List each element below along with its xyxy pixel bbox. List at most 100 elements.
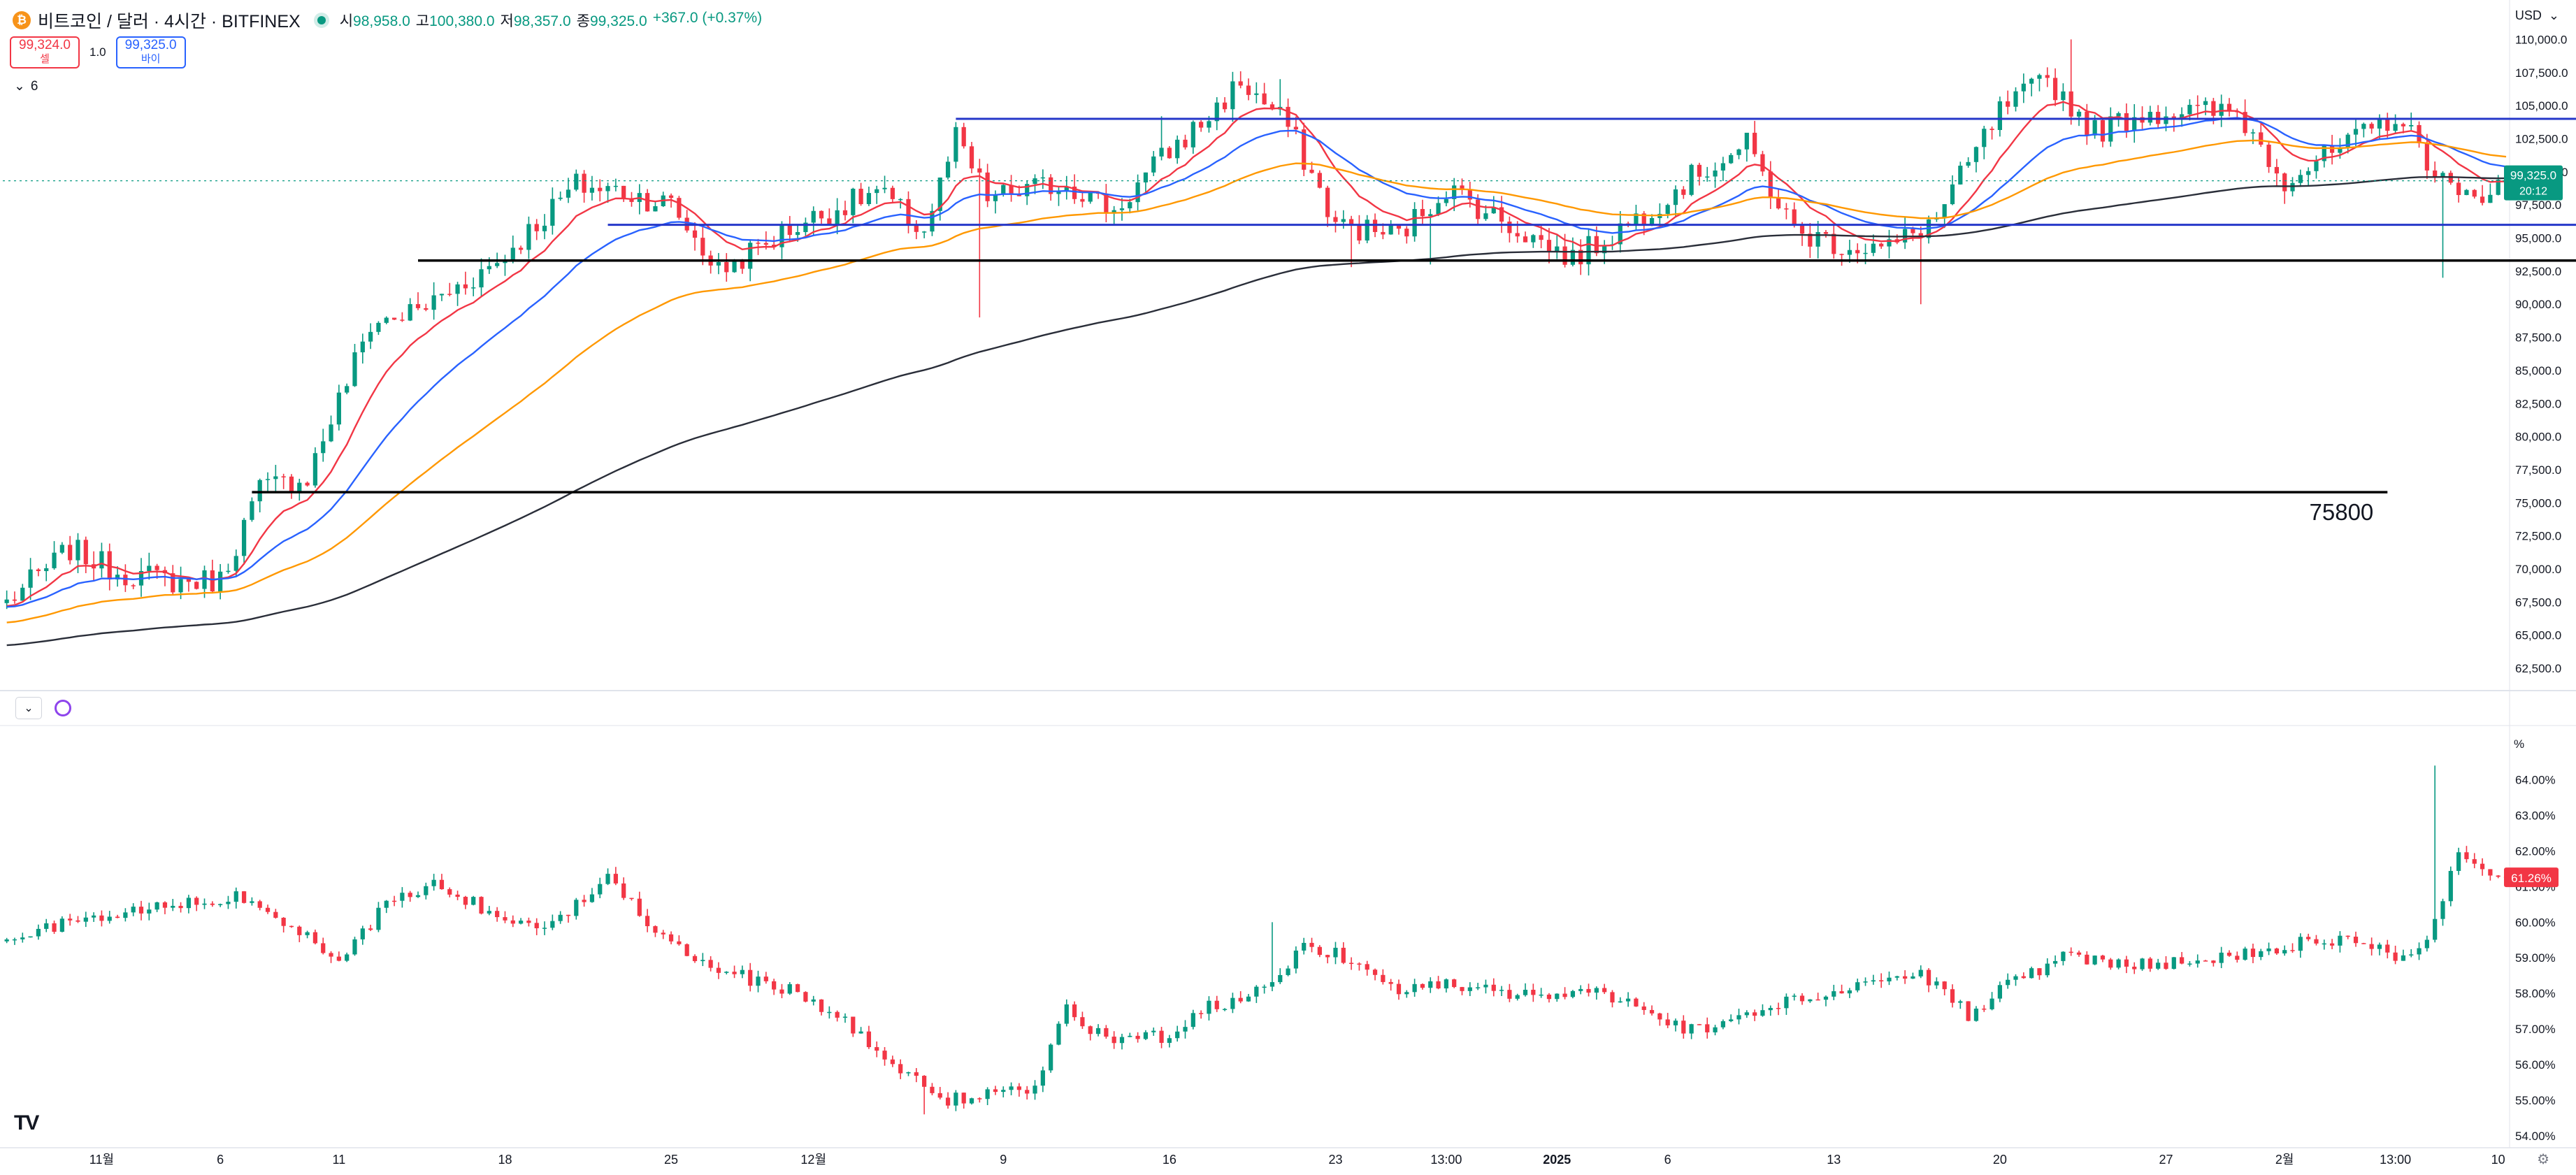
candle-body: [1799, 224, 1805, 234]
candle-body: [1460, 185, 1465, 190]
candle-body: [2045, 75, 2050, 78]
candle-body: [1128, 202, 1132, 209]
candle-body: [2274, 166, 2279, 174]
currency-label: USD: [2514, 8, 2542, 22]
candle-body: [1625, 998, 1631, 1002]
candle-body: [1302, 942, 1307, 951]
candle-body: [574, 900, 579, 916]
candle-body: [2021, 976, 2026, 979]
ohlc-change: +367.0 (+0.37%): [652, 10, 763, 26]
tradingview-logo[interactable]: TV: [14, 1111, 39, 1134]
y-axis-tick-label: 64.00%: [2515, 774, 2556, 787]
candle-body: [115, 575, 120, 579]
candle-body: [2424, 143, 2429, 171]
candle-body: [954, 127, 958, 162]
candle-body: [1997, 101, 2002, 130]
collapse-pane-button[interactable]: ⌄: [15, 697, 42, 719]
candle-body: [1262, 93, 1267, 105]
candle-body: [819, 210, 824, 219]
candle-body: [2243, 949, 2247, 960]
candle-body: [28, 569, 33, 588]
candle-body: [700, 238, 705, 256]
indicators-toggle[interactable]: ⌄ 6: [14, 78, 38, 94]
candle-body: [1982, 1008, 1987, 1010]
candle-body: [1729, 1019, 1734, 1021]
candle-body: [1736, 149, 1741, 155]
candle-body: [1539, 994, 1544, 996]
candle-body: [1982, 129, 1987, 147]
candle-body: [2029, 968, 2034, 979]
candle-body: [1491, 984, 1496, 991]
candle-body: [503, 917, 508, 921]
candle-body: [1381, 974, 1386, 982]
candle-body: [1333, 947, 1338, 958]
y-axis-tick-label: 70,000.0: [2515, 563, 2561, 576]
market-open-dot-icon: [317, 16, 326, 24]
last-price-label: 99,325.0: [2510, 169, 2556, 182]
candle-body: [75, 540, 80, 561]
order-quantity[interactable]: 1.0: [89, 45, 106, 59]
candle-body: [1467, 189, 1472, 200]
candle-body: [107, 916, 112, 921]
candle-body: [740, 969, 745, 974]
candle-body: [265, 479, 271, 480]
refresh-icon[interactable]: [55, 700, 71, 716]
candle-body: [1586, 236, 1591, 265]
x-axis-tick-label: 16: [1163, 1153, 1177, 1167]
candle-body: [336, 956, 341, 961]
candle-body: [1001, 1090, 1006, 1093]
candle-body: [2132, 117, 2137, 131]
candle-body: [2488, 194, 2493, 203]
candle-body: [1080, 1017, 1085, 1027]
candle-body: [297, 926, 302, 935]
ohlc-high: 고100,380.0: [415, 13, 495, 29]
candle-body: [384, 317, 389, 323]
candle-body: [1396, 225, 1402, 229]
candle-body: [186, 579, 191, 582]
candle-body: [1634, 213, 1639, 225]
candle-body: [1388, 225, 1393, 235]
candle-body: [1341, 219, 1346, 222]
candle-body: [518, 247, 524, 250]
candle-body: [629, 199, 634, 202]
candle-body: [1641, 1006, 1646, 1010]
candle-body: [1507, 222, 1512, 233]
candle-body: [12, 939, 17, 941]
candle-body: [1143, 172, 1149, 182]
y-axis-tick-label: 95,000.0: [2515, 232, 2561, 245]
candle-body: [621, 185, 626, 199]
candle-body: [993, 194, 998, 201]
candle-body: [1388, 981, 1393, 984]
candle-body: [171, 905, 175, 908]
candle-body: [1381, 231, 1386, 235]
candle-body: [2013, 976, 2018, 980]
candle-body: [2314, 161, 2319, 171]
candle-body: [668, 934, 674, 942]
sell-button[interactable]: 99,324.0 셀: [10, 36, 80, 69]
candle-body: [131, 907, 136, 913]
candle-body: [1649, 217, 1655, 225]
candle-body: [2164, 963, 2168, 969]
candle-body: [2353, 937, 2359, 944]
currency-selector[interactable]: USD ⌄: [2515, 8, 2559, 23]
chevron-down-icon: ⌄: [2548, 8, 2559, 22]
candle-body: [1032, 178, 1037, 185]
gear-icon[interactable]: ⚙: [2537, 1152, 2549, 1167]
candle-body: [2353, 129, 2359, 135]
candle-body: [154, 902, 159, 910]
bitcoin-icon[interactable]: ₿: [13, 11, 31, 29]
candle-body: [1238, 81, 1243, 86]
candle-body: [827, 1011, 832, 1014]
candle-body: [44, 568, 49, 572]
candle-body: [2266, 948, 2271, 951]
buy-button[interactable]: 99,325.0 바이: [115, 36, 186, 69]
candle-body: [1618, 223, 1622, 245]
x-axis-tick-label: 20: [1993, 1153, 2007, 1167]
y-axis-tick-label: 105,000.0: [2515, 99, 2568, 113]
y-axis-tick-label: 63.00%: [2515, 809, 2556, 823]
candle-body: [2116, 113, 2121, 117]
symbol-title[interactable]: 비트코인 / 달러 · 4시간 · BITFINEX: [38, 12, 301, 31]
candle-body: [2385, 118, 2390, 131]
candle-body: [218, 571, 223, 592]
